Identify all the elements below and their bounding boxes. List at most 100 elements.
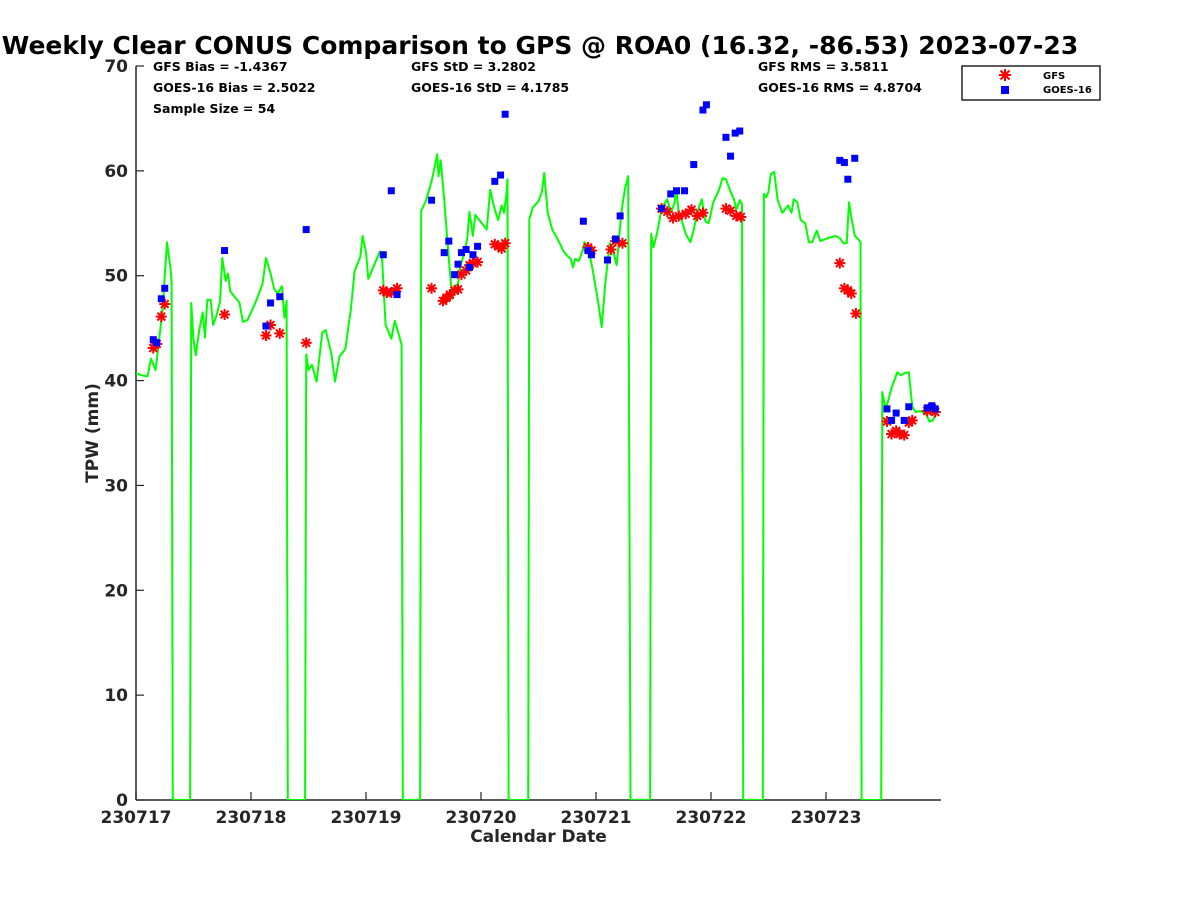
gfs-point	[845, 288, 857, 300]
gfs-std-text: GFS StD = 3.2802	[411, 59, 536, 74]
goes-point	[221, 247, 229, 255]
legend-gfs-marker	[999, 69, 1011, 81]
gfs-point	[426, 282, 438, 294]
goes-point	[579, 217, 587, 225]
goes-point	[673, 187, 680, 195]
gfs-point	[680, 208, 692, 220]
goes-point	[667, 190, 675, 198]
plot-content	[136, 101, 941, 800]
goes-point	[931, 405, 939, 413]
gfs-point	[605, 244, 617, 255]
y-tick-label: 50	[104, 267, 128, 287]
goes-point	[612, 235, 620, 243]
goes-point	[454, 260, 462, 268]
goes-point	[440, 249, 448, 257]
goes-point	[699, 106, 707, 114]
goes-point	[387, 187, 395, 195]
gfs-point	[274, 327, 286, 339]
chart-title: Weekly Clear CONUS Comparison to GPS @ R…	[2, 31, 1078, 60]
gps-series-line	[136, 153, 941, 800]
goes-point	[900, 416, 908, 424]
goes-point	[584, 247, 592, 255]
goes-point	[153, 339, 161, 347]
legend-gfs-label: GFS	[1043, 71, 1065, 82]
gfs-point	[906, 414, 918, 426]
gfs-point	[452, 283, 464, 295]
goes-point	[851, 154, 859, 162]
goes-point	[457, 249, 465, 257]
sample-size-text: Sample Size = 54	[153, 101, 275, 116]
goes-point	[587, 251, 595, 259]
goes-rms-text: GOES-16 RMS = 4.8704	[758, 80, 922, 95]
goes-point	[892, 409, 900, 417]
goes-point	[379, 251, 387, 259]
y-tick-label: 0	[116, 791, 128, 811]
legend-goes-marker	[1001, 86, 1009, 94]
x-tick-label: 230718	[216, 808, 287, 828]
goes-point	[428, 196, 436, 204]
goes-point	[469, 251, 477, 259]
gfs-point	[260, 329, 272, 341]
goes-point	[888, 416, 896, 424]
goes-point	[302, 226, 310, 234]
x-tick-label: 230721	[561, 808, 632, 828]
goes-point	[474, 242, 482, 250]
goes-point	[276, 293, 284, 301]
gfs-point	[155, 311, 167, 323]
x-tick-label: 230722	[676, 808, 747, 828]
goes-point	[616, 212, 624, 220]
goes-point	[836, 156, 844, 164]
goes-point	[731, 129, 739, 137]
goes-point	[466, 263, 473, 271]
gfs-point	[735, 211, 747, 223]
goes-point	[445, 237, 453, 245]
y-tick-label: 30	[104, 476, 128, 496]
goes-point	[497, 171, 505, 179]
goes-point	[462, 246, 470, 253]
y-tick-label: 60	[104, 162, 128, 182]
x-tick-label: 230717	[101, 808, 172, 828]
stats-annotations: GFS Bias = -1.4367 GOES-16 Bias = 2.5022…	[153, 59, 922, 116]
legend-box	[961, 65, 1101, 101]
goes-point	[681, 187, 689, 195]
goes-point	[722, 133, 730, 141]
goes-point	[491, 177, 499, 185]
goes-point	[923, 404, 931, 412]
goes-point	[883, 405, 891, 413]
goes-point	[451, 271, 459, 279]
gfs-point	[499, 237, 511, 249]
gfs-point	[219, 309, 231, 321]
y-axis-label: TPW (mm)	[83, 383, 103, 483]
goes-point	[905, 403, 913, 411]
gfs-point	[697, 207, 709, 219]
goes-point	[262, 322, 270, 330]
y-tick-label: 70	[104, 57, 128, 77]
goes-point	[702, 101, 710, 109]
goes-point	[161, 284, 169, 292]
goes-bias-text: GOES-16 Bias = 2.5022	[153, 80, 315, 95]
gfs-point	[616, 237, 628, 249]
gfs-point	[472, 256, 484, 268]
gfs-point	[898, 429, 910, 441]
plot-area: 0 10 20 30 40 50 60 70 230717 230718 230719 230720 2…	[83, 57, 941, 847]
goes-point	[690, 161, 698, 169]
goes-point	[501, 110, 509, 118]
goes-point	[844, 175, 852, 183]
gfs-bias-text: GFS Bias = -1.4367	[153, 59, 287, 74]
x-tick-label: 230720	[446, 808, 517, 828]
goes-point	[267, 299, 275, 307]
y-tick-label: 10	[104, 686, 128, 706]
goes-point	[736, 127, 744, 135]
goes-point	[393, 291, 401, 299]
gfs-point	[850, 307, 862, 319]
legend-goes-label: GOES-16	[1043, 85, 1092, 96]
x-tick-label: 230723	[791, 808, 862, 828]
goes-std-text: GOES-16 StD = 4.1785	[411, 80, 569, 95]
goes-point	[604, 256, 611, 264]
goes-point	[157, 295, 165, 303]
legend: GFS GOES-16	[961, 65, 1101, 101]
x-tick-label: 230719	[331, 808, 402, 828]
gfs-point	[834, 257, 846, 269]
